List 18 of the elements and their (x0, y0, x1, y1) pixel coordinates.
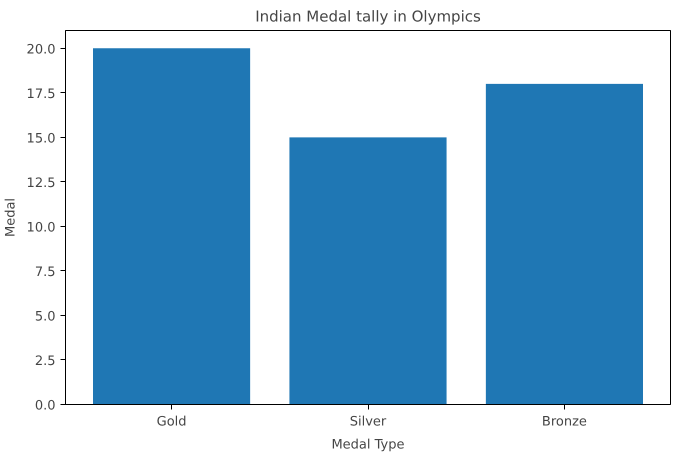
bar (93, 48, 250, 404)
y-axis-title: Medal (4, 198, 19, 238)
y-tick-label: 2.5 (34, 354, 56, 369)
y-tick-label: 17.5 (26, 86, 56, 102)
bar (289, 137, 447, 404)
chart-title: Indian Medal tally in Olympics (255, 8, 481, 26)
x-axis-title: Medal Type (331, 438, 405, 452)
y-tick-label: 15.0 (26, 131, 56, 146)
y-tick-label: 7.5 (34, 264, 56, 280)
x-tick-label: Silver (350, 414, 387, 430)
y-tick-label: 0.0 (34, 398, 56, 414)
y-tick-label: 10.0 (26, 220, 56, 236)
bar (486, 84, 643, 404)
x-tick-label: Gold (156, 414, 187, 430)
y-tick-label: 5.0 (34, 309, 56, 324)
y-tick-label: 20.0 (26, 42, 56, 58)
x-tick-label: Bronze (542, 414, 587, 430)
y-tick-label: 12.5 (26, 176, 56, 191)
